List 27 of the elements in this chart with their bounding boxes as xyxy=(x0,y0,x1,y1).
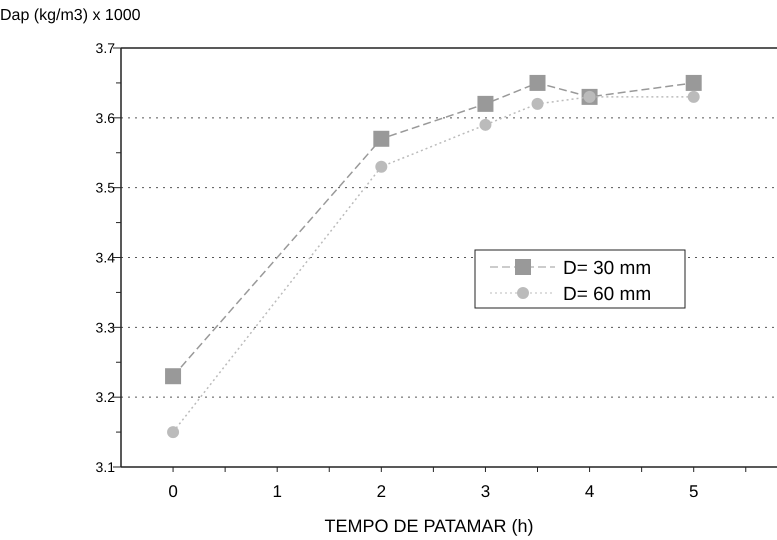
point xyxy=(532,98,544,110)
x-tick-label: 5 xyxy=(688,482,698,501)
x-tick-label: 3 xyxy=(480,482,490,501)
x-tick-label: 2 xyxy=(376,482,386,501)
legend-label: D= 30 mm xyxy=(563,258,652,279)
x-tick-label: 1 xyxy=(272,482,282,501)
point xyxy=(375,160,388,173)
x-tick-label: 4 xyxy=(584,482,594,501)
y-tick-label: 3.3 xyxy=(96,319,116,336)
point xyxy=(167,426,180,438)
point xyxy=(686,74,702,91)
point xyxy=(373,130,390,147)
y-tick-label: 3.4 xyxy=(96,250,116,266)
y-tick-label: 3.5 xyxy=(96,180,116,196)
y-axis-title: Dap (kg/m3) x 1000 xyxy=(0,7,141,24)
point xyxy=(477,96,494,112)
point xyxy=(165,368,182,384)
legend-label: D= 60 mm xyxy=(563,284,652,305)
x-axis-title: TEMPO DE PATAMAR (h) xyxy=(324,516,534,536)
point xyxy=(530,74,546,91)
x-tick-label: 0 xyxy=(168,482,178,501)
point xyxy=(688,90,700,103)
y-tick-label: 3.6 xyxy=(96,110,116,126)
y-tick-label: 3.7 xyxy=(96,40,116,56)
y-tick-label: 3.2 xyxy=(96,389,116,406)
point xyxy=(479,118,492,131)
y-tick-label: 3.1 xyxy=(96,459,116,475)
